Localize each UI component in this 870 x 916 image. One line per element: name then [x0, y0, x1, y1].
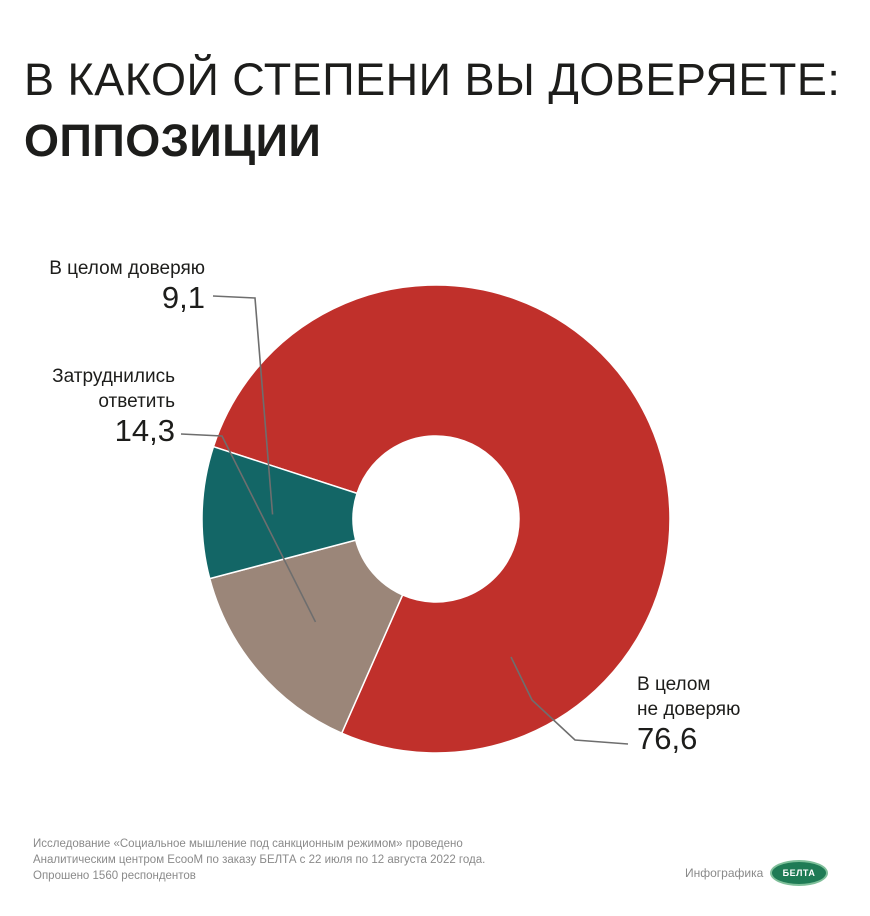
slice-value-distrust: 76,6 — [637, 721, 698, 756]
chart-title: В КАКОЙ СТЕПЕНИ ВЫ ДОВЕРЯЕТЕ: — [24, 54, 841, 105]
slice-label-distrust-2: не доверяю — [637, 699, 741, 720]
footnote-line: Опрошено 1560 респондентов — [33, 870, 196, 882]
footnote: Исследование «Социальное мышление под са… — [33, 836, 485, 884]
slice-value-trust: 9,1 — [161, 280, 205, 315]
belta-logo-text: БЕЛТА — [782, 868, 816, 878]
label-undecided: Затруднились ответить 14,3 — [52, 364, 175, 448]
slice-trust — [201, 445, 359, 580]
slice-value-undecided: 14,3 — [114, 413, 175, 448]
chart-title-subject: ОППОЗИЦИИ — [24, 115, 322, 166]
leader-line-undecided — [180, 433, 317, 623]
slice-undecided — [208, 539, 404, 735]
belta-logo: БЕЛТА — [770, 860, 828, 886]
label-distrust: В целом не доверяю 76,6 — [637, 672, 740, 756]
slice-label-distrust-1: В целом — [637, 674, 711, 695]
leader-line-trust — [212, 295, 274, 515]
leader-line-distrust — [510, 656, 629, 745]
label-trust: В целом доверяю 9,1 — [49, 256, 205, 315]
slice-distrust — [212, 284, 671, 754]
slice-label-trust: В целом доверяю — [49, 258, 205, 279]
slice-label-undecided-2: ответить — [98, 391, 175, 412]
slice-label-undecided-1: Затруднились — [52, 366, 175, 387]
footnote-line: Аналитическим центром EcooM по заказу БЕ… — [33, 854, 486, 866]
infographic-credit: Инфографика — [685, 866, 764, 880]
footnote-line: Исследование «Социальное мышление под са… — [33, 838, 463, 850]
